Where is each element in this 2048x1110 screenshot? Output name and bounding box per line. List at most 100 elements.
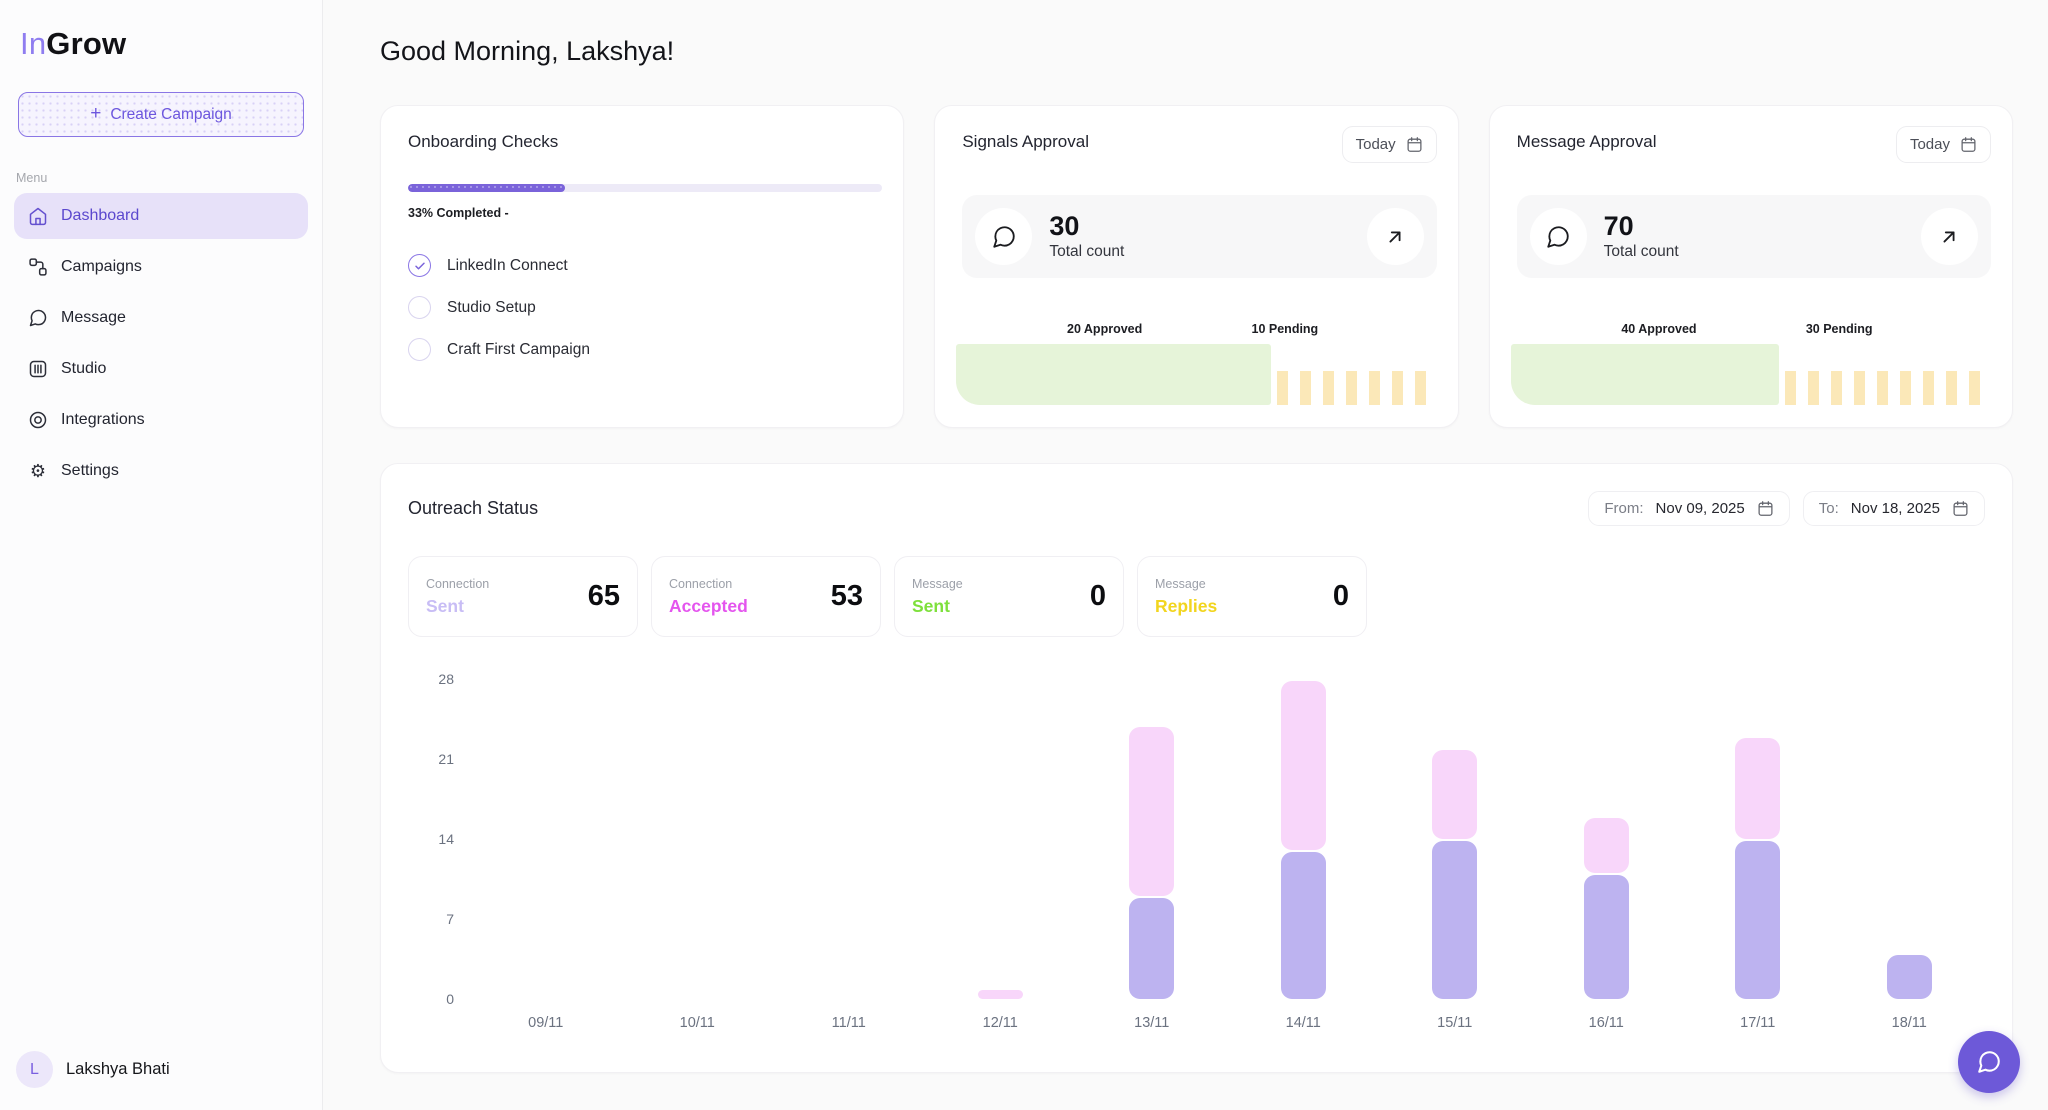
pending-count-label: 30 Pending [1805,322,1873,336]
checklist-item-craft-first-campaign: Craft First Campaign [408,338,882,361]
bar-segment-sent [1886,955,1932,999]
x-axis-label: 15/11 [1437,1015,1473,1031]
to-date-picker[interactable]: To: Nov 18, 2025 [1802,491,1985,526]
chat-bubble-icon [29,309,47,327]
chart-slot: 14/11 [1228,679,1380,1055]
chart-slot: 11/11 [773,679,925,1055]
outreach-stats-row: Connection Sent 65 Connection Accepted 5… [408,556,1985,637]
checkbox-circle[interactable] [408,296,431,319]
stat-value: 65 [587,580,620,612]
sidebar-item-dashboard[interactable]: Dashboard [14,193,308,239]
bar-segment-accepted [1735,738,1781,839]
chart-slot: 17/11 [1682,679,1834,1055]
chat-bubble-icon [1978,1051,2000,1073]
logo-part-1: In [20,26,47,61]
checkbox-circle[interactable] [408,254,431,277]
sidebar-item-label: Message [61,309,126,326]
checkbox-circle[interactable] [408,338,431,361]
approved-count-label: 40 Approved [1621,322,1697,336]
studio-panel-icon [29,360,47,378]
x-axis-label: 09/11 [528,1015,564,1031]
app-logo: InGrow [0,0,322,62]
avatar: L [16,1051,53,1088]
bar-stack [1583,679,1629,999]
card-title: Message Approval [1516,132,1657,151]
chart-slot: 18/11 [1834,679,1986,1055]
x-axis-label: 13/11 [1134,1015,1170,1031]
chat-fab-button[interactable] [1958,1031,2020,1093]
total-count-tile: 70 Total count [1516,195,1991,278]
sidebar-item-campaigns[interactable]: Campaigns [14,244,308,290]
period-selector-button[interactable]: Today [1895,126,1991,163]
approved-segment [1510,344,1780,405]
chart-slot: 15/11 [1379,679,1531,1055]
menu-section-label: Menu [16,171,48,185]
card-title: Signals Approval [962,132,1089,151]
chart-slot: 16/11 [1531,679,1683,1055]
open-details-button[interactable] [1366,208,1424,265]
sidebar-item-message[interactable]: Message [14,295,308,341]
bar-segment-accepted [1129,726,1175,897]
onboarding-checklist: LinkedIn Connect Studio Setup Craft Firs… [408,254,882,361]
stat-category: Message [912,576,963,591]
y-tick-label: 0 [446,991,454,1007]
checklist-label: LinkedIn Connect [447,256,568,274]
main-content: Good Morning, Lakshya! Onboarding Checks… [323,0,2048,1110]
pending-segment [1785,371,1991,405]
checklist-label: Studio Setup [447,298,536,316]
to-date-value: Nov 18, 2025 [1850,500,1940,517]
sidebar-item-integrations[interactable]: Integrations [14,397,308,443]
period-selector-button[interactable]: Today [1341,126,1437,163]
bar-segment-accepted [1432,749,1478,839]
sidebar-item-settings[interactable]: ⚙ Settings [14,448,308,494]
stat-message-sent: Message Sent 0 [894,556,1124,637]
stat-category: Message [1155,576,1206,591]
bar-stack [1129,679,1175,999]
outreach-bar-chart: 0 7 14 21 28 09/11 10/11 11/11 12/11 13/11 14/11 1… [408,671,1986,1055]
x-axis-label: 18/11 [1891,1015,1927,1031]
onboarding-checks-card: Onboarding Checks 33% Completed - Linked… [380,105,905,428]
onboarding-progress-fill [408,184,565,192]
from-date-picker[interactable]: From: Nov 09, 2025 [1588,491,1790,526]
stat-metric: Sent [426,595,464,616]
create-campaign-label: Create Campaign [110,105,232,123]
gear-icon: ⚙ [29,461,47,481]
card-title: Onboarding Checks [408,132,559,151]
outreach-title: Outreach Status [408,498,539,518]
approval-split-bar [956,344,1437,405]
create-campaign-button[interactable]: + Create Campaign [18,92,304,137]
chart-slot: 13/11 [1076,679,1228,1055]
open-details-button[interactable] [1920,208,1978,265]
from-label: From: [1604,500,1644,517]
chart-slot: 12/11 [925,679,1077,1055]
bar-stack [1280,679,1326,999]
chart-slot: 09/11 [470,679,622,1055]
workflow-icon [29,258,47,276]
stat-connection-sent: Connection Sent 65 [408,556,638,637]
calendar-icon [1961,137,1976,152]
sidebar-item-studio[interactable]: Studio [14,346,308,392]
x-axis-label: 14/11 [1285,1015,1321,1031]
stat-value: 0 [1332,580,1349,612]
y-tick-label: 28 [438,671,454,687]
pending-segment [1276,371,1437,405]
stat-message-replies: Message Replies 0 [1137,556,1367,637]
bar-segment-sent [1129,898,1175,999]
approved-segment [956,344,1271,405]
x-axis-label: 17/11 [1740,1015,1776,1031]
y-tick-label: 21 [438,751,454,767]
logo-part-2: Grow [46,26,127,61]
sidebar-item-label: Settings [61,462,119,479]
sidebar-user[interactable]: L Lakshya Bhati [0,1033,322,1110]
bar-segment-accepted [1280,681,1326,851]
stat-connection-accepted: Connection Accepted 53 [651,556,881,637]
x-axis-label: 10/11 [679,1015,715,1031]
bar-segment-sent [1432,841,1478,999]
bar-segment-sent [1735,841,1781,999]
bar-segment-sent [1280,852,1326,999]
user-name: Lakshya Bhati [66,1060,170,1078]
approved-count-label: 20 Approved [1066,322,1143,336]
x-axis-label: 11/11 [831,1015,866,1031]
sidebar-item-label: Integrations [61,411,145,428]
